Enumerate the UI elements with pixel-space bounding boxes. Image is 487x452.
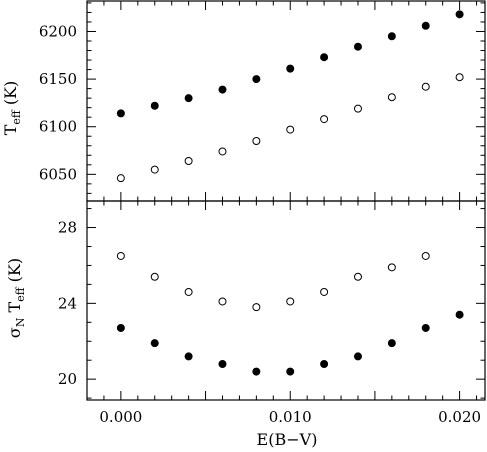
filled-data-point <box>252 367 261 376</box>
open-data-point <box>150 165 159 174</box>
open-data-point <box>252 137 261 145</box>
open-data-point <box>286 297 295 306</box>
filled-data-point <box>353 352 362 361</box>
open-data-point <box>184 287 193 296</box>
x-axis-label: E(B−V) <box>257 430 318 449</box>
open-data-point <box>421 251 430 260</box>
filled-data-point <box>455 310 464 319</box>
y-tick-label: 24 <box>58 294 77 312</box>
filled-data-point <box>252 75 261 84</box>
open-data-point <box>150 272 159 281</box>
top-panel: 6050 6100 6150 6200 Teff (K) <box>1 1 485 201</box>
filled-data-point <box>184 352 193 361</box>
bottom-panel-points <box>116 251 464 376</box>
filled-data-point <box>218 359 227 368</box>
filled-data-point <box>320 359 329 368</box>
open-data-point <box>353 272 362 281</box>
top-panel-ticks <box>86 1 485 201</box>
open-data-point <box>184 157 193 165</box>
top-y-axis-label: Teff (K) <box>1 81 23 136</box>
filled-data-point <box>150 339 159 348</box>
filled-data-point <box>455 10 464 19</box>
y-tick-label: 28 <box>58 219 77 237</box>
top-panel-y-tick-labels: 6050 6100 6150 6200 <box>39 22 77 183</box>
y-tick-label: 6100 <box>39 118 77 136</box>
x-tick-label: 0.000 <box>99 408 142 426</box>
open-data-point <box>320 287 329 296</box>
open-data-point <box>387 263 396 272</box>
top-panel-frame <box>86 0 486 202</box>
bottom-panel-x-tick-labels: 0.000 0.010 0.020 <box>99 408 481 426</box>
y-tick-label: 6150 <box>39 70 77 88</box>
open-data-point <box>218 297 227 306</box>
filled-data-point <box>184 94 193 103</box>
y-tick-label: 20 <box>58 370 77 388</box>
open-data-point <box>116 174 125 183</box>
filled-data-point <box>387 32 396 41</box>
filled-data-point <box>421 21 430 30</box>
filled-data-point <box>421 323 430 332</box>
filled-data-point <box>116 109 125 118</box>
bottom-panel-frame <box>86 200 486 401</box>
filled-data-point <box>286 367 295 376</box>
open-data-point <box>320 115 329 124</box>
bottom-panel-ticks <box>86 201 485 400</box>
bottom-y-axis-label: σN Teff (K) <box>5 258 27 338</box>
open-data-point <box>116 251 125 260</box>
x-tick-label: 0.010 <box>269 408 312 426</box>
open-data-point <box>455 73 464 82</box>
y-tick-label: 6200 <box>39 22 77 40</box>
open-data-point <box>252 303 261 312</box>
filled-data-point <box>387 339 396 348</box>
filled-data-point <box>116 323 125 332</box>
y-tick-label: 6050 <box>39 165 77 183</box>
x-tick-label: 0.020 <box>438 408 481 426</box>
filled-data-point <box>286 64 295 73</box>
open-data-point <box>218 147 227 156</box>
filled-data-point <box>320 53 329 62</box>
open-data-point <box>421 82 430 91</box>
bottom-panel: 20 24 28 0.000 0.010 0.020 σN Teff (K) E(B−V… <box>5 201 485 449</box>
filled-data-point <box>218 85 227 94</box>
open-data-point <box>353 104 362 113</box>
bottom-panel-y-tick-labels: 20 24 28 <box>58 219 77 389</box>
filled-data-point <box>150 101 159 110</box>
filled-data-point <box>353 42 362 51</box>
top-panel-points <box>116 10 464 183</box>
open-data-point <box>286 125 295 134</box>
open-data-point <box>387 93 396 102</box>
